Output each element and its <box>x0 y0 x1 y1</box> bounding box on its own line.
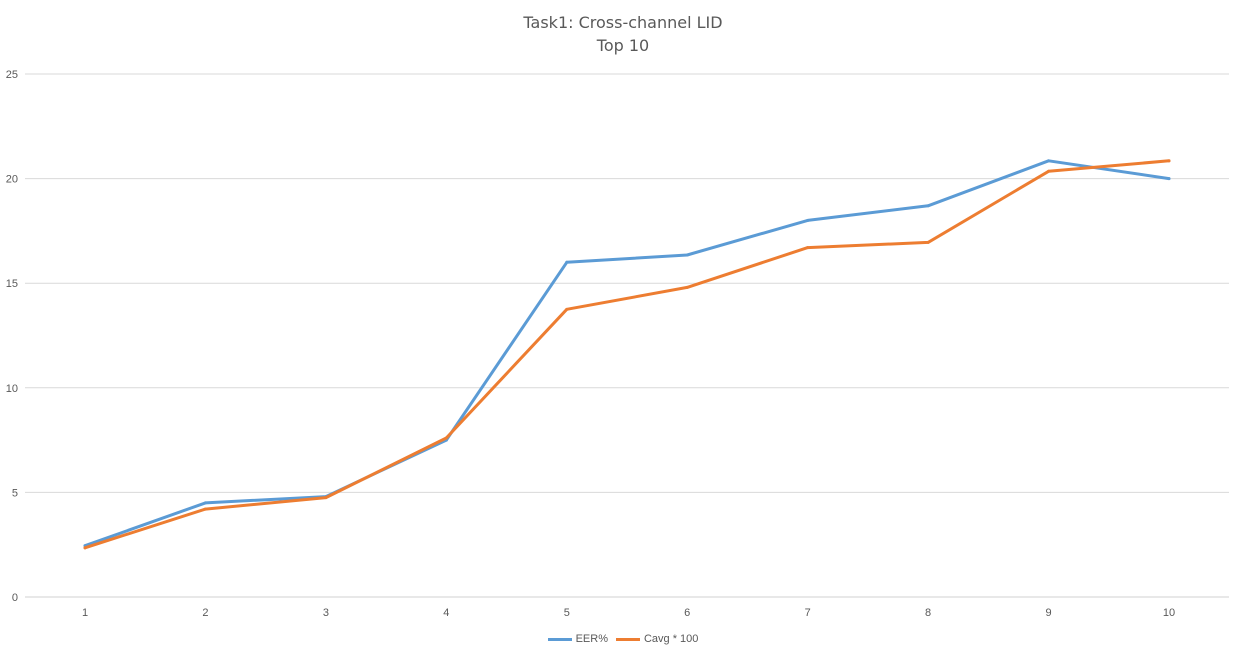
chart-subtitle: Top 10 <box>596 36 650 55</box>
gridlines <box>25 73 1229 598</box>
y-axis-ticks: 0 5 10 15 20 25 <box>6 69 18 604</box>
x-tick-label: 9 <box>1045 607 1051 619</box>
y-tick-label: 20 <box>6 174 18 186</box>
data-point <box>324 496 328 500</box>
y-tick-label: 25 <box>6 69 18 81</box>
y-tick-label: 5 <box>12 487 18 499</box>
data-point <box>1167 177 1171 181</box>
x-tick-label: 6 <box>684 607 690 619</box>
y-tick-label: 15 <box>6 278 18 290</box>
y-tick-label: 10 <box>6 383 18 395</box>
data-point <box>444 436 448 440</box>
legend-label: Cavg * 100 <box>643 633 699 645</box>
data-point <box>806 246 810 250</box>
legend-swatch <box>547 637 572 641</box>
x-axis-ticks: 1 2 3 4 5 6 7 8 9 10 <box>82 607 1175 619</box>
data-point <box>565 307 569 311</box>
legend: EER% Cavg * 100 <box>0 633 1246 645</box>
x-tick-label: 1 <box>82 607 88 619</box>
data-point <box>806 218 810 222</box>
x-tick-label: 8 <box>925 607 931 619</box>
data-point <box>203 501 207 505</box>
data-point <box>203 507 207 511</box>
chart-title: Task1: Cross-channel LID <box>523 13 723 32</box>
x-tick-label: 7 <box>805 607 811 619</box>
data-point <box>685 285 689 289</box>
x-tick-label: 4 <box>443 607 449 619</box>
data-point <box>1047 169 1051 173</box>
legend-label: EER% <box>575 633 608 645</box>
legend-item: Cavg * 100 <box>615 633 699 645</box>
data-point <box>83 546 87 550</box>
y-tick-label: 0 <box>12 592 18 604</box>
x-tick-label: 5 <box>564 607 570 619</box>
series-lines <box>83 159 1171 550</box>
series-line-2 <box>83 159 1171 550</box>
x-tick-label: 10 <box>1163 607 1175 619</box>
series-line-1 <box>83 159 1171 548</box>
data-point <box>565 260 569 264</box>
data-point <box>926 240 930 244</box>
data-point <box>1047 159 1051 163</box>
legend-swatch <box>615 637 640 641</box>
data-point <box>926 204 930 208</box>
data-point <box>685 253 689 257</box>
data-point <box>1167 159 1171 163</box>
x-tick-label: 2 <box>202 607 208 619</box>
legend-item: EER% <box>547 633 608 645</box>
x-tick-label: 3 <box>323 607 329 619</box>
